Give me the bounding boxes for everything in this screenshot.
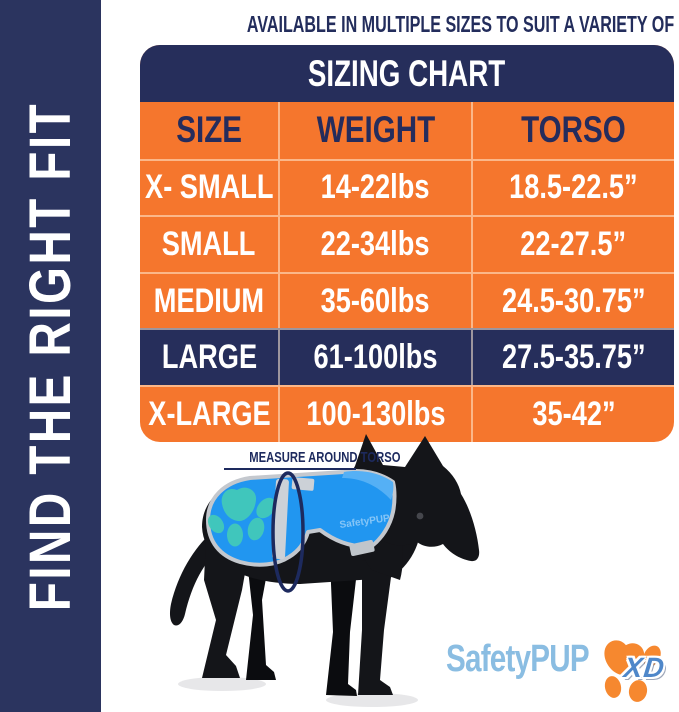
cell-size-xsmall: X- SMALL xyxy=(140,158,280,216)
paw-icon xyxy=(604,640,661,702)
shadow xyxy=(178,677,266,691)
availability-banner: AVAILABLE IN MULTIPLE SIZES TO SUIT A VA… xyxy=(140,11,679,38)
measure-ellipse xyxy=(271,471,305,593)
availability-banner-text: AVAILABLE IN MULTIPLE SIZES TO SUIT A VA… xyxy=(246,11,679,37)
side-banner-text: FIND THE RIGHT FIT xyxy=(18,101,83,611)
measure-label: MEASURE AROUND TORSO xyxy=(224,449,400,470)
dog-far-front-leg xyxy=(326,560,358,696)
brand-logo: SafetyPUP XD xyxy=(446,634,676,706)
vest-chest-patch xyxy=(349,540,375,556)
cell-weight-medium: 35-60lbs xyxy=(280,271,473,329)
dog-illustration: SafetyPUP xyxy=(170,434,480,707)
shadow xyxy=(326,693,418,707)
dog-near-front-leg xyxy=(358,560,393,695)
sizing-chart-title-bar: SIZING CHART xyxy=(140,45,674,102)
dog-near-rear-leg xyxy=(202,538,250,678)
side-banner: FIND THE RIGHT FIT xyxy=(0,0,101,712)
cell-weight-small: 22-34lbs xyxy=(280,215,473,272)
cell-size-large: LARGE xyxy=(140,328,280,385)
cell-weight-large: 61-100lbs xyxy=(280,328,473,385)
cell-size-xlarge: X-LARGE xyxy=(140,384,280,442)
measure-label-text: MEASURE AROUND TORSO xyxy=(249,449,401,466)
cell-weight-xsmall: 14-22lbs xyxy=(280,158,473,216)
cell-size-small: SMALL xyxy=(140,215,280,272)
cell-torso-medium: 24.5-30.75” xyxy=(473,271,674,329)
cell-torso-small: 22-27.5” xyxy=(473,215,674,272)
column-header-size: SIZE xyxy=(140,102,280,159)
dog-vest-collar xyxy=(342,471,394,500)
vest-paw-print xyxy=(207,487,276,547)
cell-torso-xlarge: 35-42” xyxy=(473,384,674,442)
cell-weight-xlarge: 100-130lbs xyxy=(280,384,473,442)
cell-size-medium: MEDIUM xyxy=(140,271,280,329)
sizing-chart-grid: SIZE WEIGHT TORSO X- SMALL 14-22lbs 18.5… xyxy=(140,102,674,442)
sizing-chart-table: SIZING CHART SIZE WEIGHT TORSO X- SMALL … xyxy=(140,45,674,442)
dog-photo: SafetyPUP xyxy=(150,432,510,707)
brand-suffix: XD xyxy=(622,652,667,683)
cell-torso-xsmall: 18.5-22.5” xyxy=(473,158,674,216)
column-header-torso: TORSO xyxy=(521,109,626,151)
dog-eye xyxy=(416,512,424,520)
sizing-chart-title: SIZING CHART xyxy=(308,52,506,94)
cell-torso-large: 27.5-35.75” xyxy=(473,328,674,385)
brand-name: SafetyPUP xyxy=(446,638,590,680)
column-header-weight: WEIGHT xyxy=(280,102,473,159)
